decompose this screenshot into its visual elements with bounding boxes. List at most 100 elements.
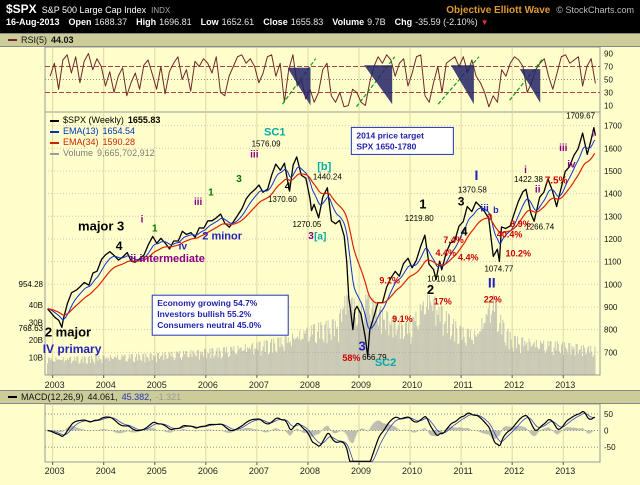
chart-header: $SPX S&P 500 Large Cap Index INDX Object… bbox=[0, 0, 640, 33]
macd-legend-strip: MACD(12,26,9) 44.061, 45.382, -1.321 bbox=[0, 390, 640, 404]
ema13-value: 1654.54 bbox=[102, 126, 136, 136]
volume-axis-label: 20B bbox=[29, 336, 43, 345]
price-series-value: 1655.83 bbox=[127, 115, 161, 125]
price-axis-label: 1400 bbox=[604, 190, 622, 199]
chart-annotation: 1266.74 bbox=[525, 222, 554, 231]
quote-value: 1696.81 bbox=[159, 17, 192, 27]
chart-annotation: a bbox=[487, 211, 493, 221]
chart-annotation: 1370.60 bbox=[268, 195, 297, 204]
x-axis-year-label: 2010 bbox=[402, 466, 422, 476]
chart-annotation: 666.79 bbox=[362, 353, 387, 362]
chart-annotation: 7.4% bbox=[443, 235, 464, 245]
chart-annotation: 3 bbox=[308, 231, 314, 242]
chart-annotation: 2 bbox=[427, 282, 434, 297]
macd-signal-value: 45.382, bbox=[121, 392, 152, 402]
chart-annotation: 4 bbox=[461, 224, 468, 238]
chart-date: 16-Aug-2013 bbox=[6, 17, 60, 27]
ema13-legend: EMA(13) 1654.54 bbox=[50, 126, 160, 137]
price-axis-label: 800 bbox=[604, 326, 618, 335]
x-axis-year-label: 2007 bbox=[249, 466, 269, 476]
chart-annotation: 40.4% bbox=[497, 230, 523, 240]
chart-annotation: 1370.58 bbox=[458, 185, 487, 194]
chart-annotation: ii bbox=[535, 185, 541, 196]
price-axis-label: 1000 bbox=[604, 280, 622, 289]
chart-annotation: 9.1% bbox=[379, 275, 400, 285]
rsi-value: 44.03 bbox=[51, 35, 74, 45]
chart-annotation: 1270.05 bbox=[292, 220, 321, 229]
x-axis-year-label: 2004 bbox=[96, 380, 116, 390]
chart-annotation: SC1 bbox=[264, 127, 285, 139]
x-axis-year-label: 2006 bbox=[198, 466, 218, 476]
chart-annotation: major 3 bbox=[78, 218, 124, 233]
chart-annotation: iii bbox=[194, 197, 203, 208]
chart-annotation: 9.1% bbox=[392, 314, 413, 324]
rsi-axis-label: 90 bbox=[604, 50, 613, 59]
quote-label: Volume bbox=[332, 17, 365, 27]
x-axis-year-label: 2005 bbox=[147, 380, 167, 390]
chart-annotation: 954.28 bbox=[19, 280, 44, 289]
chart-annotation: b bbox=[493, 205, 499, 215]
x-axis-year-label: 2008 bbox=[300, 380, 320, 390]
x-axis-year-label: 2012 bbox=[504, 380, 524, 390]
chart-annotation: i bbox=[524, 165, 527, 176]
ema13-line-swatch bbox=[50, 130, 59, 133]
macd-label: MACD(12,26,9) bbox=[21, 392, 84, 402]
chart-annotation: SC2 bbox=[375, 357, 396, 369]
chart-annotation: iii bbox=[480, 203, 489, 214]
header-title-row: $SPX S&P 500 Large Cap Index INDX Object… bbox=[6, 2, 634, 17]
x-axis-year-label: 2003 bbox=[45, 380, 65, 390]
volume-label: Volume bbox=[63, 148, 94, 158]
chart-annotation: 3 bbox=[358, 339, 365, 354]
x-axis-year-label: 2011 bbox=[453, 466, 472, 476]
x-axis-year-label: 2006 bbox=[198, 380, 218, 390]
volume-swatch bbox=[50, 152, 59, 155]
chart-annotation: IV primary bbox=[43, 342, 102, 356]
chart-annotation: iii bbox=[559, 143, 568, 154]
chart-annotation: iv bbox=[567, 159, 576, 170]
chart-annotation: 1 bbox=[152, 223, 158, 234]
chart-annotation: I bbox=[474, 167, 478, 183]
rsi-axis-label: 10 bbox=[604, 102, 613, 111]
quote-value: 1688.37 bbox=[94, 17, 128, 27]
x-axis-year-label: 2008 bbox=[300, 466, 320, 476]
callout-box-text: Economy growing 54.7% bbox=[157, 298, 258, 308]
x-axis-year-label: 2009 bbox=[351, 380, 371, 390]
quote-label: Open bbox=[68, 17, 92, 27]
quote-value: -35.59 (-2.10%) bbox=[415, 17, 478, 27]
price-legend: $SPX (Weekly) 1655.83 EMA(13) 1654.54 EM… bbox=[50, 115, 160, 159]
x-axis-year-label: 2011 bbox=[453, 380, 472, 390]
price-line-swatch bbox=[50, 119, 59, 122]
exchange-label: INDX bbox=[151, 6, 171, 15]
ema34-line-swatch bbox=[50, 141, 59, 144]
quote-label: Close bbox=[263, 17, 288, 27]
macd-line-swatch bbox=[8, 396, 17, 398]
chart-annotation: 3 bbox=[458, 195, 465, 209]
volume-axis-label: 30B bbox=[29, 319, 43, 328]
chart-annotation: 4 bbox=[285, 182, 291, 193]
quote-value: 1652.61 bbox=[221, 17, 255, 27]
macd-hist-value: -1.321 bbox=[155, 392, 182, 402]
price-series-legend: $SPX (Weekly) 1655.83 bbox=[50, 115, 160, 126]
x-axis-year-label: 2013 bbox=[555, 466, 575, 476]
ema34-label: EMA(34) bbox=[63, 137, 99, 147]
volume-axis-label: 40B bbox=[29, 301, 43, 310]
ticker-symbol: $SPX bbox=[6, 2, 37, 16]
chart-annotation: 1576.09 bbox=[252, 139, 281, 148]
stockcharts-credit: © StockCharts.com bbox=[556, 5, 634, 15]
chart-annotation: 1 bbox=[208, 187, 214, 198]
chart-annotation: 1422.38 bbox=[514, 175, 543, 184]
chart-annotation: i bbox=[141, 215, 144, 226]
chart-annotation: 1440.24 bbox=[313, 173, 342, 182]
chart-annotation: 22% bbox=[484, 294, 502, 304]
macd-axis-label: 0 bbox=[604, 427, 609, 436]
rsi-legend-strip: RSI(5) 44.03 bbox=[0, 33, 640, 47]
rsi-label: RSI(5) bbox=[21, 35, 48, 45]
price-axis-label: 1700 bbox=[604, 122, 622, 131]
x-axis-year-label: 2003 bbox=[45, 466, 65, 476]
chart-annotation: [a] bbox=[314, 231, 326, 242]
ema34-legend: EMA(34) 1590.28 bbox=[50, 137, 160, 148]
chart-annotation: 2 major bbox=[45, 324, 91, 339]
chart-annotation: 10.2% bbox=[506, 249, 532, 259]
quote-value: 1655.83 bbox=[290, 17, 324, 27]
quote-summary: Open 1688.37 High 1696.81 Low 1652.61 Close 165… bbox=[60, 17, 478, 27]
